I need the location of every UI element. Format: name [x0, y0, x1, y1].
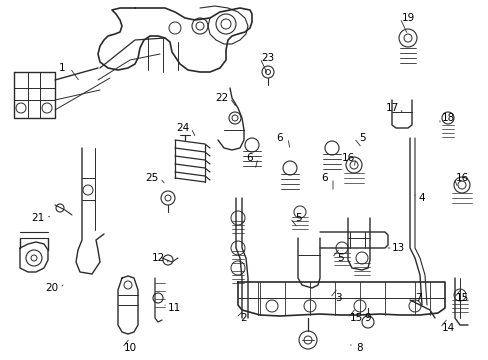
Text: 18: 18: [441, 113, 454, 123]
Text: 9: 9: [364, 313, 370, 323]
Text: 11: 11: [167, 303, 180, 313]
Circle shape: [196, 22, 203, 30]
Text: 17: 17: [385, 103, 398, 113]
Text: 14: 14: [441, 323, 454, 333]
Text: 16: 16: [341, 153, 354, 163]
Text: 21: 21: [31, 213, 44, 223]
Text: 20: 20: [45, 283, 59, 293]
Text: 1: 1: [59, 63, 65, 73]
Text: 4: 4: [418, 193, 425, 203]
Text: 12: 12: [151, 253, 164, 263]
Text: 13: 13: [390, 243, 404, 253]
Text: 5: 5: [358, 133, 365, 143]
Text: 19: 19: [401, 13, 414, 23]
Text: 6: 6: [246, 153, 253, 163]
Text: 6: 6: [276, 133, 283, 143]
Text: 3: 3: [334, 293, 341, 303]
Text: 6: 6: [321, 173, 327, 183]
Text: 22: 22: [215, 93, 228, 103]
Text: 23: 23: [261, 53, 274, 63]
Text: 5: 5: [294, 213, 301, 223]
Text: 5: 5: [336, 253, 343, 263]
Text: 24: 24: [176, 123, 189, 133]
Text: 15: 15: [454, 293, 468, 303]
Text: 8: 8: [356, 343, 363, 353]
Text: 10: 10: [123, 343, 136, 353]
Text: 25: 25: [145, 173, 158, 183]
Text: 2: 2: [240, 313, 247, 323]
Text: 15: 15: [348, 313, 362, 323]
Text: 16: 16: [454, 173, 468, 183]
Text: 7: 7: [414, 293, 421, 303]
